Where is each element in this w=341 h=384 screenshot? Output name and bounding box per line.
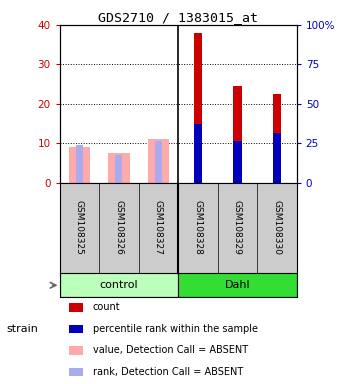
Text: strain: strain (7, 324, 39, 334)
Bar (108, 153, 130, 183)
Bar (194, 124, 202, 183)
Bar (148, 139, 169, 183)
Text: GSM108325: GSM108325 (75, 200, 84, 255)
Bar (60, 273, 178, 298)
Text: Dahl: Dahl (225, 280, 250, 290)
Text: GSM108327: GSM108327 (154, 200, 163, 255)
Bar (69, 303, 83, 311)
Bar (69, 147, 90, 183)
Text: count: count (93, 302, 120, 313)
Bar (272, 134, 281, 183)
Bar (155, 141, 162, 183)
Bar (115, 155, 122, 183)
Bar (69, 346, 83, 354)
Bar (69, 368, 83, 376)
Bar (194, 33, 202, 183)
Bar (178, 273, 297, 298)
Title: GDS2710 / 1383015_at: GDS2710 / 1383015_at (98, 11, 258, 24)
Text: rank, Detection Call = ABSENT: rank, Detection Call = ABSENT (93, 367, 243, 377)
Text: control: control (100, 280, 138, 290)
Text: GSM108326: GSM108326 (115, 200, 123, 255)
Bar (272, 94, 281, 183)
Bar (76, 145, 83, 183)
Text: GSM108330: GSM108330 (272, 200, 281, 255)
Text: value, Detection Call = ABSENT: value, Detection Call = ABSENT (93, 345, 248, 355)
Text: percentile rank within the sample: percentile rank within the sample (93, 324, 258, 334)
Text: GSM108329: GSM108329 (233, 200, 242, 255)
Text: GSM108328: GSM108328 (193, 200, 203, 255)
Bar (233, 141, 242, 183)
Bar (233, 86, 242, 183)
Bar (69, 325, 83, 333)
